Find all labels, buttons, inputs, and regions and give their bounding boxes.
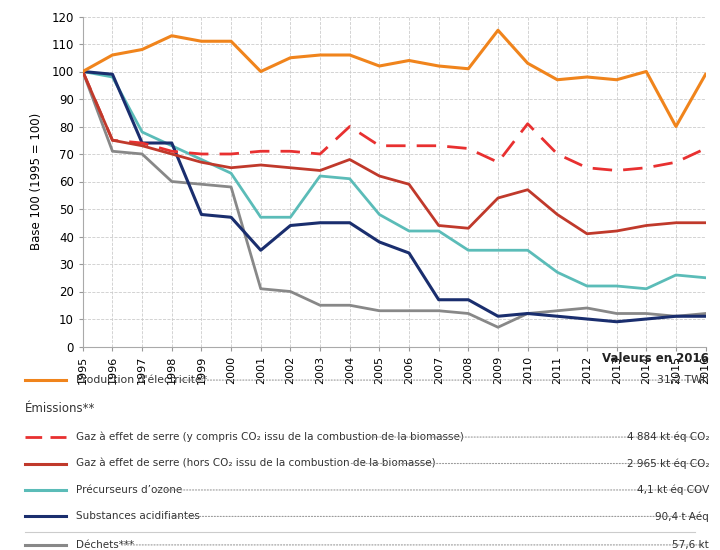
- Text: Précurseurs d’ozone: Précurseurs d’ozone: [76, 485, 182, 495]
- Text: 4 884 kt éq CO₂: 4 884 kt éq CO₂: [626, 432, 709, 442]
- Text: 57,6 kt: 57,6 kt: [672, 540, 709, 550]
- Text: 90,4 t Aéq: 90,4 t Aéq: [655, 511, 709, 521]
- Y-axis label: Base 100 (1995 = 100): Base 100 (1995 = 100): [30, 113, 43, 250]
- Text: Substances acidifiantes: Substances acidifiantes: [76, 512, 199, 521]
- Text: 4,1 kt éq COV: 4,1 kt éq COV: [637, 485, 709, 495]
- Text: Gaz à effet de serre (hors CO₂ issu de la combustion de la biomasse): Gaz à effet de serre (hors CO₂ issu de l…: [76, 459, 435, 469]
- Text: Émissions**: Émissions**: [25, 402, 96, 415]
- Text: 2 965 kt éq CO₂: 2 965 kt éq CO₂: [626, 458, 709, 469]
- Text: Production d'électricité*: Production d'électricité*: [76, 375, 207, 385]
- Text: Déchets***: Déchets***: [76, 540, 134, 550]
- Text: Gaz à effet de serre (y compris CO₂ issu de la combustion de la biomasse): Gaz à effet de serre (y compris CO₂ issu…: [76, 432, 464, 442]
- Text: Valeurs en 2016: Valeurs en 2016: [603, 351, 709, 365]
- Text: 31,2 TWh: 31,2 TWh: [657, 375, 709, 385]
